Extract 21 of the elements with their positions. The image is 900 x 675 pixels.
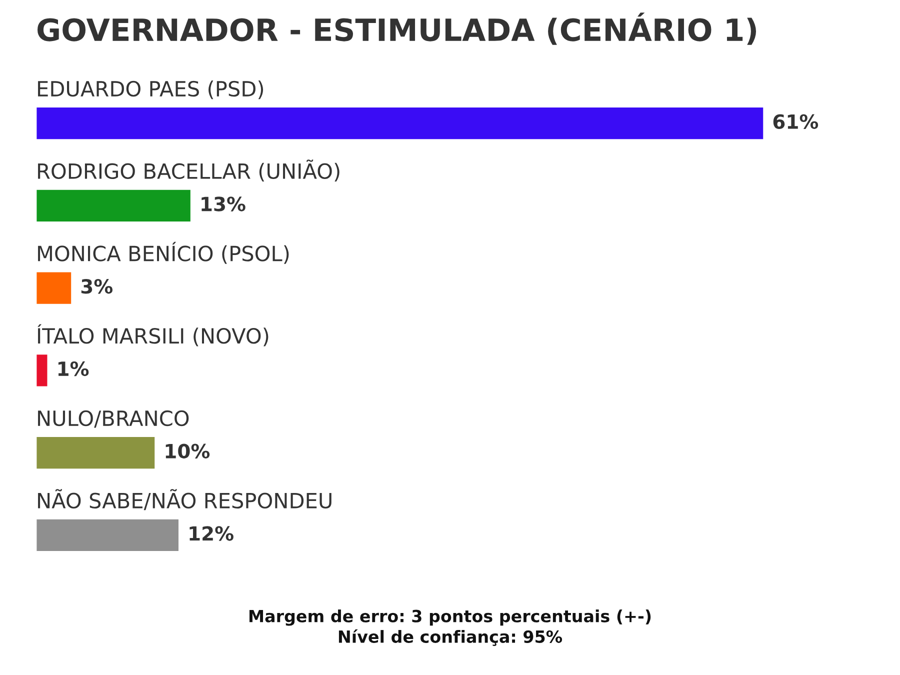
data-label: 1%	[58, 361, 89, 376]
y-tick-label: EDUARDO PAES (PSD)	[38, 80, 264, 100]
data-label: 13%	[202, 196, 246, 212]
data-label: 61%	[773, 114, 818, 129]
bar	[36, 518, 180, 552]
y-tick-label: MONICA BENÍCIO (PSOL)	[38, 242, 289, 264]
text: Margem de erro: 3 pontos percentuais (+-)	[250, 609, 651, 626]
y-tick-label: NÃO SABE/NÃO RESPONDEU	[38, 489, 332, 510]
bar	[36, 270, 72, 306]
text: Nível de confiança: 95%	[338, 629, 562, 646]
data-label: 3%	[81, 279, 113, 294]
data-label: 12%	[190, 526, 234, 541]
y-tick-label: ÍTALO MARSILI (NOVO)	[38, 324, 268, 346]
y-tick-label: RODRIGO BACELLAR (UNIÃO)	[38, 160, 340, 182]
y-tick-label: NULO/BRANCO	[38, 410, 189, 428]
data-label: 10%	[166, 444, 210, 458]
bar	[36, 188, 192, 223]
bar	[36, 353, 49, 388]
bar	[36, 106, 765, 140]
chart-title: GOVERNADOR - ESTIMULADA (CENÁRIO 1)	[38, 12, 756, 45]
bar	[36, 436, 156, 470]
